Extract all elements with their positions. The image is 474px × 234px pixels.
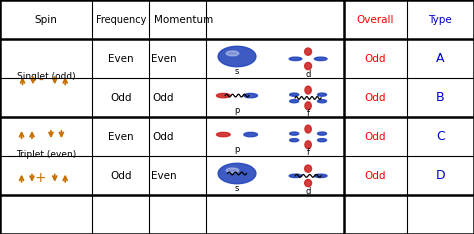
Ellipse shape xyxy=(290,93,299,96)
Ellipse shape xyxy=(290,100,299,103)
Ellipse shape xyxy=(289,174,302,178)
Ellipse shape xyxy=(218,46,256,67)
Ellipse shape xyxy=(244,132,257,137)
Text: D: D xyxy=(436,169,445,182)
Ellipse shape xyxy=(290,132,299,135)
Text: p: p xyxy=(234,106,240,115)
Ellipse shape xyxy=(289,57,302,61)
Ellipse shape xyxy=(305,102,311,110)
Text: Even: Even xyxy=(151,54,176,64)
Ellipse shape xyxy=(305,141,311,149)
Text: f: f xyxy=(307,109,310,118)
Text: -: - xyxy=(38,74,43,88)
Ellipse shape xyxy=(290,139,299,142)
Text: Odd: Odd xyxy=(110,93,132,103)
Text: d: d xyxy=(305,187,311,196)
Ellipse shape xyxy=(217,132,230,137)
Text: Even: Even xyxy=(108,54,134,64)
Ellipse shape xyxy=(305,179,311,187)
Ellipse shape xyxy=(305,125,311,133)
Text: s: s xyxy=(235,184,239,193)
Text: Momentum: Momentum xyxy=(154,15,213,25)
Text: p: p xyxy=(234,145,240,154)
Text: Triplet (even): Triplet (even) xyxy=(16,150,76,159)
Text: Singlet (odd): Singlet (odd) xyxy=(17,72,75,81)
Ellipse shape xyxy=(217,93,230,98)
Text: Even: Even xyxy=(151,171,176,181)
Text: Odd: Odd xyxy=(365,54,386,64)
Ellipse shape xyxy=(318,93,327,96)
Ellipse shape xyxy=(226,51,239,56)
Text: Odd: Odd xyxy=(365,132,386,142)
Text: d: d xyxy=(305,70,311,79)
Text: Odd: Odd xyxy=(110,171,132,181)
Text: s: s xyxy=(235,67,239,76)
Ellipse shape xyxy=(226,168,239,173)
Ellipse shape xyxy=(314,174,327,178)
Text: Overall: Overall xyxy=(356,15,394,25)
Text: A: A xyxy=(436,52,445,65)
Ellipse shape xyxy=(318,100,327,103)
Text: C: C xyxy=(436,130,445,143)
Ellipse shape xyxy=(305,86,311,94)
Ellipse shape xyxy=(314,57,327,61)
Text: B: B xyxy=(436,91,445,104)
Text: Odd: Odd xyxy=(365,171,386,181)
Text: Even: Even xyxy=(108,132,134,142)
Ellipse shape xyxy=(305,62,311,70)
Ellipse shape xyxy=(305,165,311,172)
Ellipse shape xyxy=(305,48,311,55)
Text: Odd: Odd xyxy=(153,132,174,142)
Text: Spin: Spin xyxy=(35,15,58,25)
Text: Frequency: Frequency xyxy=(96,15,146,25)
Text: Odd: Odd xyxy=(153,93,174,103)
Text: f: f xyxy=(307,148,310,157)
Ellipse shape xyxy=(218,163,256,184)
Ellipse shape xyxy=(318,132,327,135)
Ellipse shape xyxy=(244,93,257,98)
Ellipse shape xyxy=(318,139,327,142)
Text: +: + xyxy=(35,171,46,185)
Text: Odd: Odd xyxy=(365,93,386,103)
Text: Type: Type xyxy=(428,15,452,25)
